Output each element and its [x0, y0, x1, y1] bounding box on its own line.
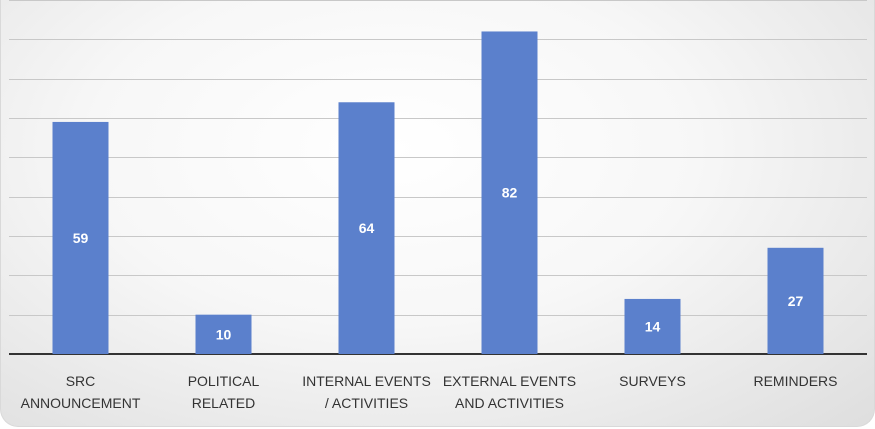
- data-label: 10: [216, 326, 232, 342]
- category-tick-label: RELATED: [192, 395, 256, 411]
- category-tick-label: SURVEYS: [619, 373, 686, 389]
- category-tick-label: INTERNAL EVENTS: [302, 373, 431, 389]
- bar: [624, 298, 681, 354]
- bar: [52, 121, 109, 354]
- category-tick-label: ANNOUNCEMENT: [21, 395, 141, 411]
- data-label: 14: [645, 318, 661, 334]
- category-tick-label: POLITICAL: [188, 373, 260, 389]
- category-tick-label: / ACTIVITIES: [325, 395, 408, 411]
- category-tick-label: REMINDERS: [753, 373, 837, 389]
- category-tick-label: AND ACTIVITIES: [455, 395, 564, 411]
- data-labels: 59 10 64 82 14 27: [73, 185, 804, 343]
- data-label: 64: [359, 220, 375, 236]
- bars: [52, 31, 824, 355]
- data-label: 82: [502, 185, 518, 201]
- gridlines: [9, 0, 867, 355]
- bar: [338, 102, 395, 355]
- bar: [481, 31, 538, 354]
- data-label: 27: [788, 293, 804, 309]
- data-label: 59: [73, 230, 89, 246]
- category-tick-label: SRC: [66, 373, 96, 389]
- bar: [195, 314, 252, 354]
- category-tick-label: EXTERNAL EVENTS: [443, 373, 576, 389]
- category-tick-labels: SRC ANNOUNCEMENT POLITICAL RELATED INTERNAL …: [21, 373, 838, 411]
- bar: [767, 247, 824, 354]
